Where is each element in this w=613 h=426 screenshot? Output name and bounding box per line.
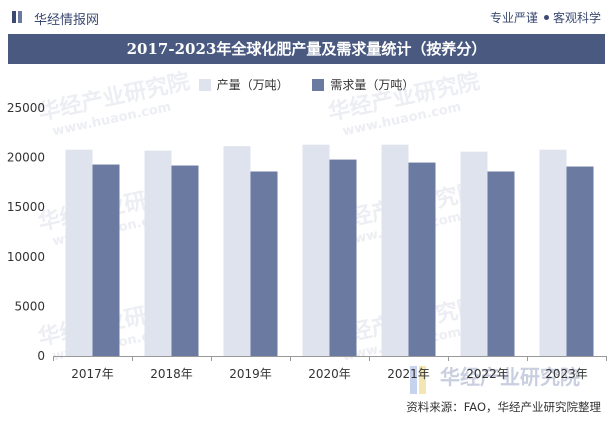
bar-demand [408,162,436,356]
tagline: 专业严谨 客观科学 [490,9,601,26]
legend-label-demand: 需求量（万吨） [330,78,415,92]
y-tick-label: 15000 [7,200,45,214]
y-tick-label: 5000 [14,299,45,313]
legend-label-production: 产量（万吨） [216,78,289,92]
legend-swatch-demand [312,79,325,91]
x-tick-label: 2021年 [387,367,430,381]
bar-demand [250,171,278,356]
logo-text: 华经情报网 [34,13,100,28]
bar-production [460,151,488,356]
chart-axes: 0 5000 10000 15000 20000 25000 [7,101,607,363]
x-tick-label: 2022年 [466,367,509,381]
bar-production [539,149,567,356]
header-bar: 华经情报网 专业严谨 客观科学 [0,0,613,34]
logo-icon [12,11,22,23]
legend-item-production: 产量（万吨） [198,76,289,93]
y-tick-label: 0 [37,349,45,363]
watermark-block [410,366,417,394]
bar-demand [566,166,594,356]
chart-legend: 产量（万吨） 需求量（万吨） [0,76,613,94]
watermark-text: 华经产业研究院 [440,365,580,389]
source-note: 资料来源：FAO，华经产业研究院整理 [406,400,601,414]
tagline-right: 客观科学 [552,11,601,25]
bar-demand [171,165,199,356]
chart-labels: 2017年 2018年 2019年 2020年 2021年 2022年 2023年 [71,367,588,381]
bar-demand [92,164,120,356]
x-tick-label: 2018年 [150,367,193,381]
y-tick-label: 20000 [7,151,45,165]
bar-production [223,146,251,356]
bar-demand [329,159,357,356]
tagline-left: 专业严谨 [489,11,538,25]
x-tick-label: 2020年 [308,367,351,381]
y-tick-label: 10000 [7,250,45,264]
y-tick-label: 25000 [7,101,45,115]
watermark-block [419,366,426,394]
bar-production [381,144,409,356]
bullet-icon [543,15,549,20]
chart-title: 2017-2023年全球化肥产量及需求量统计（按养分） [8,34,605,64]
legend-swatch-production [198,79,211,91]
chart-bars [65,144,594,356]
bar-demand [487,171,515,356]
bar-production [65,149,93,356]
x-tick-label: 2023年 [545,367,588,381]
x-tick-label: 2017年 [71,367,114,381]
x-tick-label: 2019年 [229,367,272,381]
bar-production [144,150,172,356]
bar-production [302,144,330,356]
legend-item-demand: 需求量（万吨） [312,76,414,93]
